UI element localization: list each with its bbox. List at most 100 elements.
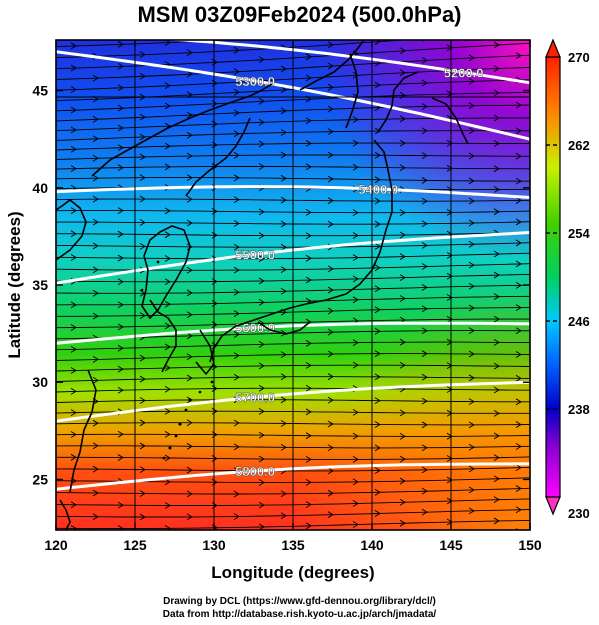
streamline-arrow <box>493 186 500 193</box>
streamline-arrow <box>446 518 453 526</box>
streamline-arrow <box>139 466 146 474</box>
streamline-arrow <box>327 286 334 294</box>
streamline-arrow <box>233 220 240 227</box>
streamline-arrow <box>280 86 287 94</box>
streamline-arrow <box>280 443 287 451</box>
streamline-arrow <box>421 444 428 452</box>
streamline-arrow <box>399 432 406 440</box>
streamline-arrow <box>327 328 334 336</box>
streamline-arrow <box>515 443 522 450</box>
streamline-arrow <box>70 126 77 134</box>
streamline-arrow <box>164 407 171 415</box>
streamline-arrow <box>446 90 453 98</box>
streamline-arrow <box>374 373 381 381</box>
streamline-arrow <box>164 502 171 509</box>
streamline-arrow <box>186 289 193 297</box>
streamline-arrow <box>468 54 475 62</box>
streamline-arrow <box>374 151 381 159</box>
streamline-arrow <box>139 219 146 226</box>
streamline-arrow <box>446 338 453 346</box>
streamline-arrow <box>233 419 240 427</box>
streamline-arrow <box>280 512 287 520</box>
map-title: MSM 03Z09Feb2024 (500.0hPa) <box>137 2 462 27</box>
streamline-arrow <box>327 307 334 315</box>
streamline-arrow <box>117 454 124 461</box>
streamline-arrow <box>328 533 333 539</box>
streamline-arrow <box>186 353 193 361</box>
island-chain <box>140 260 214 460</box>
streamline-arrow <box>164 255 171 262</box>
streamline-arrow <box>327 175 334 183</box>
streamline-arrow <box>493 362 500 370</box>
streamline-arrow <box>258 408 265 415</box>
streamline-arrow <box>305 339 312 347</box>
streamline-arrow <box>164 300 171 308</box>
streamline-arrow <box>352 500 359 507</box>
streamline-arrow <box>446 455 453 462</box>
streamline-arrow <box>92 242 99 250</box>
streamline-arrow <box>493 432 500 440</box>
streamline-arrow <box>515 260 522 268</box>
streamline-arrow <box>139 242 146 250</box>
streamline-arrow <box>258 255 265 263</box>
streamline-arrow <box>374 40 381 45</box>
streamline-arrow <box>421 103 428 110</box>
y-tick-label: 45 <box>32 83 48 99</box>
colorbar-tick-label: 270 <box>568 50 590 65</box>
streamline-arrow <box>515 177 522 185</box>
streamline-arrow <box>70 64 77 72</box>
streamline-arrow <box>70 207 77 214</box>
streamline-arrow <box>70 345 77 353</box>
streamline-arrow <box>164 364 171 372</box>
streamline-arrow <box>305 408 312 416</box>
streamline-arrow <box>92 74 99 82</box>
streamline-arrow <box>421 284 428 291</box>
streamline-arrow <box>139 51 146 59</box>
streamline-arrow <box>117 365 124 373</box>
streamline-arrow <box>468 421 475 429</box>
streamline-arrow <box>469 32 474 38</box>
streamline-arrow <box>352 254 359 261</box>
colorbar-ticks: 230 238 246 254 262 270 <box>546 50 590 521</box>
streamline-arrow <box>327 511 334 519</box>
streamline-arrow <box>92 419 99 427</box>
streamline-arrow <box>70 501 77 509</box>
streamline-arrow <box>258 56 265 64</box>
streamline-arrow <box>258 140 265 148</box>
streamline-arrow <box>280 266 287 274</box>
streamline-arrow <box>305 53 312 61</box>
streamline-arrow <box>117 344 124 352</box>
streamline-arrow <box>421 397 428 405</box>
streamline-arrow <box>139 397 146 404</box>
streamline-arrow <box>446 208 453 216</box>
streamline-arrow <box>399 231 406 239</box>
streamline-arrow <box>421 242 428 249</box>
streamline-arrow <box>468 398 475 405</box>
streamline-arrow <box>258 118 265 126</box>
streamline-arrow <box>327 373 334 381</box>
streamline-arrow <box>327 396 334 404</box>
streamline-arrow <box>93 537 98 543</box>
streamline-arrow <box>493 271 500 279</box>
streamline-arrow <box>164 454 171 462</box>
streamline-arrow <box>164 478 171 486</box>
streamline-arrow <box>421 508 428 516</box>
streamline-arrow <box>92 289 99 297</box>
streamline-arrow <box>327 128 334 135</box>
streamline-arrow <box>92 266 99 274</box>
streamline-arrow <box>186 266 193 274</box>
streamline-arrow <box>468 102 475 110</box>
streamline-arrow <box>280 65 287 73</box>
streamline-arrow <box>374 421 381 428</box>
streamline-arrow <box>352 432 359 440</box>
streamline-arrow <box>258 362 265 370</box>
streamline-arrow <box>421 152 428 159</box>
streamline-arrow <box>399 253 406 260</box>
streamline-arrow <box>493 454 500 462</box>
streamline-arrow <box>70 453 77 461</box>
streamline-arrow <box>374 444 381 452</box>
streamline-arrow <box>515 506 522 514</box>
streamline-arrow <box>305 432 312 440</box>
streamline-arrow <box>280 220 287 228</box>
streamline-arrow <box>164 142 171 150</box>
